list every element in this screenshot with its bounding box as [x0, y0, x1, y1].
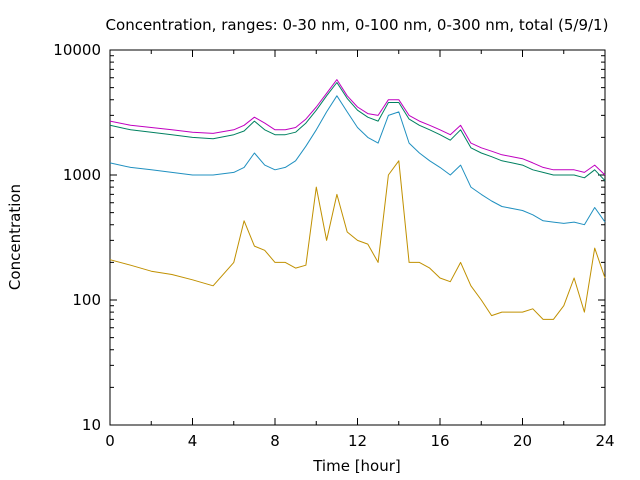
x-tick-label: 4: [188, 432, 198, 450]
series-line-4: [109, 160, 606, 320]
x-axis: 0 4 8 12 16 20 24: [105, 50, 615, 450]
x-tick-label: 0: [105, 432, 115, 450]
plot-frame: [109, 49, 606, 426]
x-axis-label: Time [hour]: [312, 457, 401, 475]
y-tick-label: 10000: [53, 41, 101, 59]
x-tick-label: 8: [270, 432, 280, 450]
x-tick-label: 12: [348, 432, 367, 450]
x-tick-label: 24: [595, 432, 614, 450]
series-line-1: [109, 79, 606, 176]
y-tick-label: 10: [82, 416, 101, 434]
y-tick-label: 100: [72, 291, 101, 309]
chart-title: Concentration, ranges: 0-30 nm, 0-100 nm…: [106, 16, 609, 34]
y-tick-label: 1000: [63, 166, 101, 184]
x-tick-label: 20: [513, 432, 532, 450]
y-axis-label: Concentration: [6, 184, 24, 290]
y-axis: 10 100 1000 10000: [53, 41, 605, 434]
series-line-2: [109, 82, 606, 182]
x-tick-label: 16: [430, 432, 449, 450]
plot-area: [109, 79, 606, 320]
series-line-3: [109, 95, 606, 226]
